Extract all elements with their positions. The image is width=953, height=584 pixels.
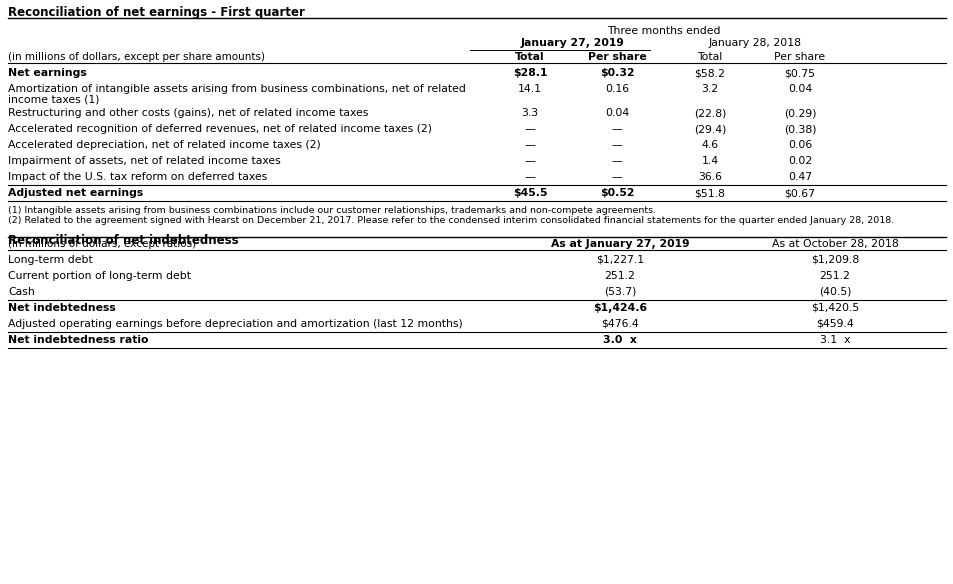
Text: (22.8): (22.8) xyxy=(693,108,725,118)
Text: —: — xyxy=(611,124,621,134)
Text: $1,209.8: $1,209.8 xyxy=(810,255,859,265)
Text: 3.0  x: 3.0 x xyxy=(602,335,637,345)
Text: 0.02: 0.02 xyxy=(787,156,811,166)
Text: Impairment of assets, net of related income taxes: Impairment of assets, net of related inc… xyxy=(8,156,280,166)
Text: Net indebtedness: Net indebtedness xyxy=(8,303,115,313)
Text: 3.3: 3.3 xyxy=(521,108,538,118)
Text: Three months ended: Three months ended xyxy=(607,26,720,36)
Text: Current portion of long-term debt: Current portion of long-term debt xyxy=(8,271,191,281)
Text: Impact of the U.S. tax reform on deferred taxes: Impact of the U.S. tax reform on deferre… xyxy=(8,172,267,182)
Text: Total: Total xyxy=(697,52,721,62)
Text: —: — xyxy=(524,124,535,134)
Text: 0.04: 0.04 xyxy=(604,108,628,118)
Text: —: — xyxy=(611,156,621,166)
Text: Amortization of intangible assets arising from business combinations, net of rel: Amortization of intangible assets arisin… xyxy=(8,84,465,94)
Text: Adjusted operating earnings before depreciation and amortization (last 12 months: Adjusted operating earnings before depre… xyxy=(8,319,462,329)
Text: $0.52: $0.52 xyxy=(599,188,634,198)
Text: 0.04: 0.04 xyxy=(787,84,811,94)
Text: January 27, 2019: January 27, 2019 xyxy=(520,38,624,48)
Text: 4.6: 4.6 xyxy=(700,140,718,150)
Text: Reconciliation of net indebtedness: Reconciliation of net indebtedness xyxy=(8,234,238,247)
Text: As at October 28, 2018: As at October 28, 2018 xyxy=(771,239,898,249)
Text: $58.2: $58.2 xyxy=(694,68,724,78)
Text: —: — xyxy=(524,140,535,150)
Text: $0.67: $0.67 xyxy=(783,188,815,198)
Text: $28.1: $28.1 xyxy=(512,68,547,78)
Text: 36.6: 36.6 xyxy=(698,172,721,182)
Text: —: — xyxy=(524,156,535,166)
Text: Per share: Per share xyxy=(774,52,824,62)
Text: income taxes (1): income taxes (1) xyxy=(8,95,99,105)
Text: 0.16: 0.16 xyxy=(604,84,628,94)
Text: (53.7): (53.7) xyxy=(603,287,636,297)
Text: Net earnings: Net earnings xyxy=(8,68,87,78)
Text: 14.1: 14.1 xyxy=(517,84,541,94)
Text: $1,227.1: $1,227.1 xyxy=(596,255,643,265)
Text: Long-term debt: Long-term debt xyxy=(8,255,92,265)
Text: (2) Related to the agreement signed with Hearst on December 21, 2017. Please ref: (2) Related to the agreement signed with… xyxy=(8,216,893,225)
Text: Per share: Per share xyxy=(587,52,646,62)
Text: (29.4): (29.4) xyxy=(693,124,725,134)
Text: (in millions of dollars, except per share amounts): (in millions of dollars, except per shar… xyxy=(8,52,265,62)
Text: Accelerated depreciation, net of related income taxes (2): Accelerated depreciation, net of related… xyxy=(8,140,320,150)
Text: 0.47: 0.47 xyxy=(787,172,811,182)
Text: 3.1  x: 3.1 x xyxy=(819,335,849,345)
Text: Total: Total xyxy=(515,52,544,62)
Text: Accelerated recognition of deferred revenues, net of related income taxes (2): Accelerated recognition of deferred reve… xyxy=(8,124,432,134)
Text: 0.06: 0.06 xyxy=(787,140,811,150)
Text: (40.5): (40.5) xyxy=(818,287,850,297)
Text: (1) Intangible assets arising from business combinations include our customer re: (1) Intangible assets arising from busin… xyxy=(8,206,656,215)
Text: (0.38): (0.38) xyxy=(783,124,816,134)
Text: 3.2: 3.2 xyxy=(700,84,718,94)
Text: $459.4: $459.4 xyxy=(815,319,853,329)
Text: 251.2: 251.2 xyxy=(819,271,849,281)
Text: —: — xyxy=(611,140,621,150)
Text: $0.32: $0.32 xyxy=(599,68,634,78)
Text: Restructuring and other costs (gains), net of related income taxes: Restructuring and other costs (gains), n… xyxy=(8,108,368,118)
Text: Reconciliation of net earnings - First quarter: Reconciliation of net earnings - First q… xyxy=(8,6,305,19)
Text: (0.29): (0.29) xyxy=(783,108,816,118)
Text: 251.2: 251.2 xyxy=(604,271,635,281)
Text: $1,420.5: $1,420.5 xyxy=(810,303,859,313)
Text: 1.4: 1.4 xyxy=(700,156,718,166)
Text: —: — xyxy=(524,172,535,182)
Text: —: — xyxy=(611,172,621,182)
Text: As at January 27, 2019: As at January 27, 2019 xyxy=(550,239,689,249)
Text: Adjusted net earnings: Adjusted net earnings xyxy=(8,188,143,198)
Text: Net indebtedness ratio: Net indebtedness ratio xyxy=(8,335,149,345)
Text: (in millions of dollars, except ratios): (in millions of dollars, except ratios) xyxy=(8,239,196,249)
Text: $476.4: $476.4 xyxy=(600,319,639,329)
Text: $45.5: $45.5 xyxy=(512,188,547,198)
Text: $51.8: $51.8 xyxy=(694,188,724,198)
Text: Cash: Cash xyxy=(8,287,34,297)
Text: January 28, 2018: January 28, 2018 xyxy=(708,38,801,48)
Text: $0.75: $0.75 xyxy=(783,68,815,78)
Text: $1,424.6: $1,424.6 xyxy=(593,303,646,313)
